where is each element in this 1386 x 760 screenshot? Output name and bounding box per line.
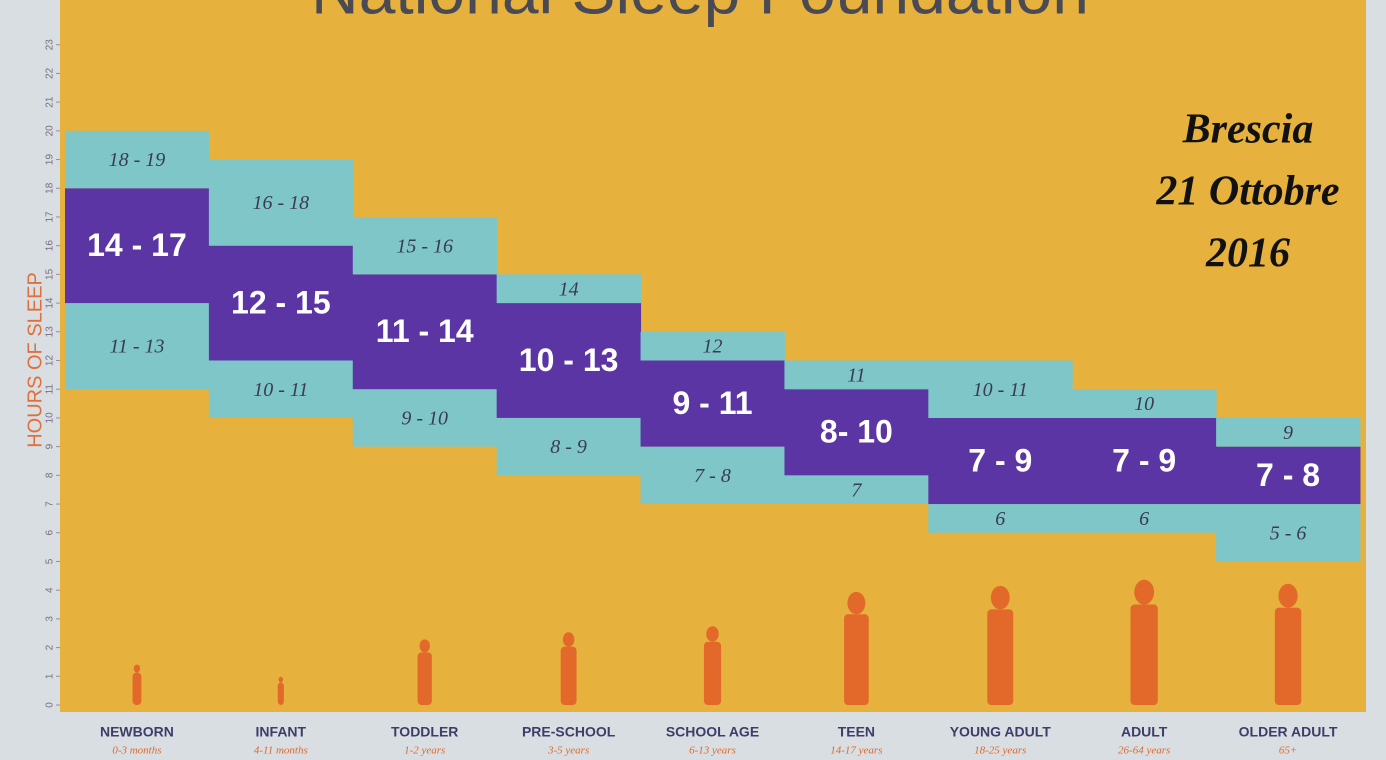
- silhouette-head: [279, 677, 283, 683]
- x-tick-sublabel: 18-25 years: [974, 745, 1026, 757]
- y-tick-label: 5: [45, 558, 56, 564]
- value-label: 10 - 11: [973, 379, 1028, 401]
- y-tick-label: 12: [45, 355, 56, 367]
- silhouette-body: [278, 682, 284, 705]
- value-label: 10: [1134, 393, 1154, 415]
- silhouette-head: [991, 586, 1010, 610]
- x-tick-label: YOUNG ADULT: [950, 724, 1052, 740]
- value-label: 14 - 17: [87, 227, 187, 263]
- y-tick-label: 7: [45, 501, 56, 507]
- annotation: Brescia: [1182, 107, 1314, 153]
- x-tick-label: OLDER ADULT: [1239, 724, 1338, 740]
- value-label: 7: [851, 479, 862, 501]
- x-tick-sublabel: 4-11 months: [254, 745, 308, 757]
- x-tick-label: INFANT: [256, 724, 307, 740]
- value-label: 9 - 11: [672, 385, 752, 421]
- value-label: 16 - 18: [252, 192, 309, 214]
- silhouette-body: [844, 614, 869, 705]
- value-label: 5 - 6: [1270, 522, 1307, 544]
- y-tick-label: 11: [45, 384, 56, 395]
- y-tick-label: 21: [45, 96, 56, 108]
- annotation: 21 Ottobre: [1155, 169, 1339, 215]
- y-tick-label: 16: [45, 240, 56, 252]
- value-label: 8 - 9: [550, 436, 587, 458]
- x-tick-sublabel: 26-64 years: [1118, 745, 1170, 757]
- value-label: 7 - 9: [1112, 442, 1176, 478]
- silhouette-head: [706, 626, 718, 642]
- y-tick-label: 15: [45, 268, 56, 280]
- y-tick-label: 4: [45, 587, 56, 593]
- value-label: 9 - 10: [401, 408, 448, 430]
- value-label: 9: [1283, 422, 1293, 444]
- x-tick-sublabel: 65+: [1279, 745, 1297, 757]
- value-label: 7 - 8: [1256, 457, 1320, 493]
- value-label: 18 - 19: [109, 149, 166, 171]
- x-tick-sublabel: 3-5 years: [547, 745, 589, 757]
- x-tick-sublabel: 14-17 years: [830, 745, 882, 757]
- x-tick-label: SCHOOL AGE: [666, 724, 759, 740]
- silhouette-head: [134, 665, 140, 673]
- y-tick-label: 19: [45, 154, 56, 166]
- y-tick-label: 3: [45, 616, 56, 622]
- silhouette-head: [1278, 584, 1297, 608]
- x-tick-label: PRE-SCHOOL: [522, 724, 616, 740]
- x-tick-label: NEWBORN: [100, 724, 174, 740]
- x-tick-sublabel: 6-13 years: [689, 745, 736, 757]
- silhouette-body: [418, 652, 432, 705]
- chart-title: National Sleep Foundation: [311, 0, 1089, 27]
- y-axis-label: HOURS OF SLEEP: [24, 272, 46, 448]
- y-tick-label: 17: [45, 211, 56, 223]
- value-label: 11: [847, 364, 866, 386]
- y-tick-label: 20: [45, 125, 56, 137]
- silhouette-body: [1131, 605, 1158, 705]
- value-label: 10 - 13: [519, 342, 619, 378]
- x-tick-sublabel: 0-3 months: [112, 745, 161, 757]
- value-label: 14: [559, 278, 579, 300]
- chart: National Sleep Foundation HOURS OF SLEEP…: [0, 0, 1386, 760]
- silhouette-body: [987, 609, 1013, 705]
- y-tick-label: 8: [45, 472, 56, 478]
- x-tick-label: TODDLER: [391, 724, 458, 740]
- silhouette-body: [704, 642, 721, 705]
- value-label: 12: [703, 336, 723, 358]
- value-label: 7 - 8: [694, 465, 731, 487]
- silhouette-body: [133, 673, 142, 705]
- y-tick-label: 10: [45, 412, 56, 424]
- y-tick-label: 2: [45, 644, 56, 650]
- silhouette-head: [847, 592, 865, 614]
- value-label: 6: [995, 508, 1005, 530]
- silhouette-head: [420, 639, 430, 652]
- y-tick-label: 14: [45, 297, 56, 309]
- y-tick-label: 0: [45, 702, 56, 708]
- value-label: 8- 10: [820, 414, 893, 450]
- y-tick-label: 9: [45, 443, 56, 449]
- value-label: 6: [1139, 508, 1149, 530]
- y-tick-label: 18: [45, 182, 56, 194]
- x-tick-label: TEEN: [838, 724, 875, 740]
- value-label: 15 - 16: [396, 235, 453, 257]
- silhouette-head: [563, 632, 575, 646]
- y-tick-label: 6: [45, 530, 56, 536]
- value-label: 7 - 9: [968, 442, 1032, 478]
- x-tick-sublabel: 1-2 years: [404, 745, 445, 757]
- value-label: 11 - 14: [376, 313, 474, 349]
- x-tick-label: ADULT: [1121, 724, 1168, 740]
- y-tick-label: 1: [45, 673, 56, 679]
- y-tick-label: 13: [45, 326, 56, 338]
- y-tick-label: 23: [45, 39, 56, 51]
- silhouette-body: [561, 647, 577, 705]
- value-label: 12 - 15: [231, 285, 331, 321]
- value-label: 10 - 11: [253, 379, 308, 401]
- annotation: 2016: [1205, 231, 1290, 277]
- y-tick-label: 22: [45, 67, 56, 79]
- silhouette-body: [1275, 608, 1301, 705]
- value-label: 11 - 13: [109, 336, 164, 358]
- silhouette-head: [1134, 580, 1154, 605]
